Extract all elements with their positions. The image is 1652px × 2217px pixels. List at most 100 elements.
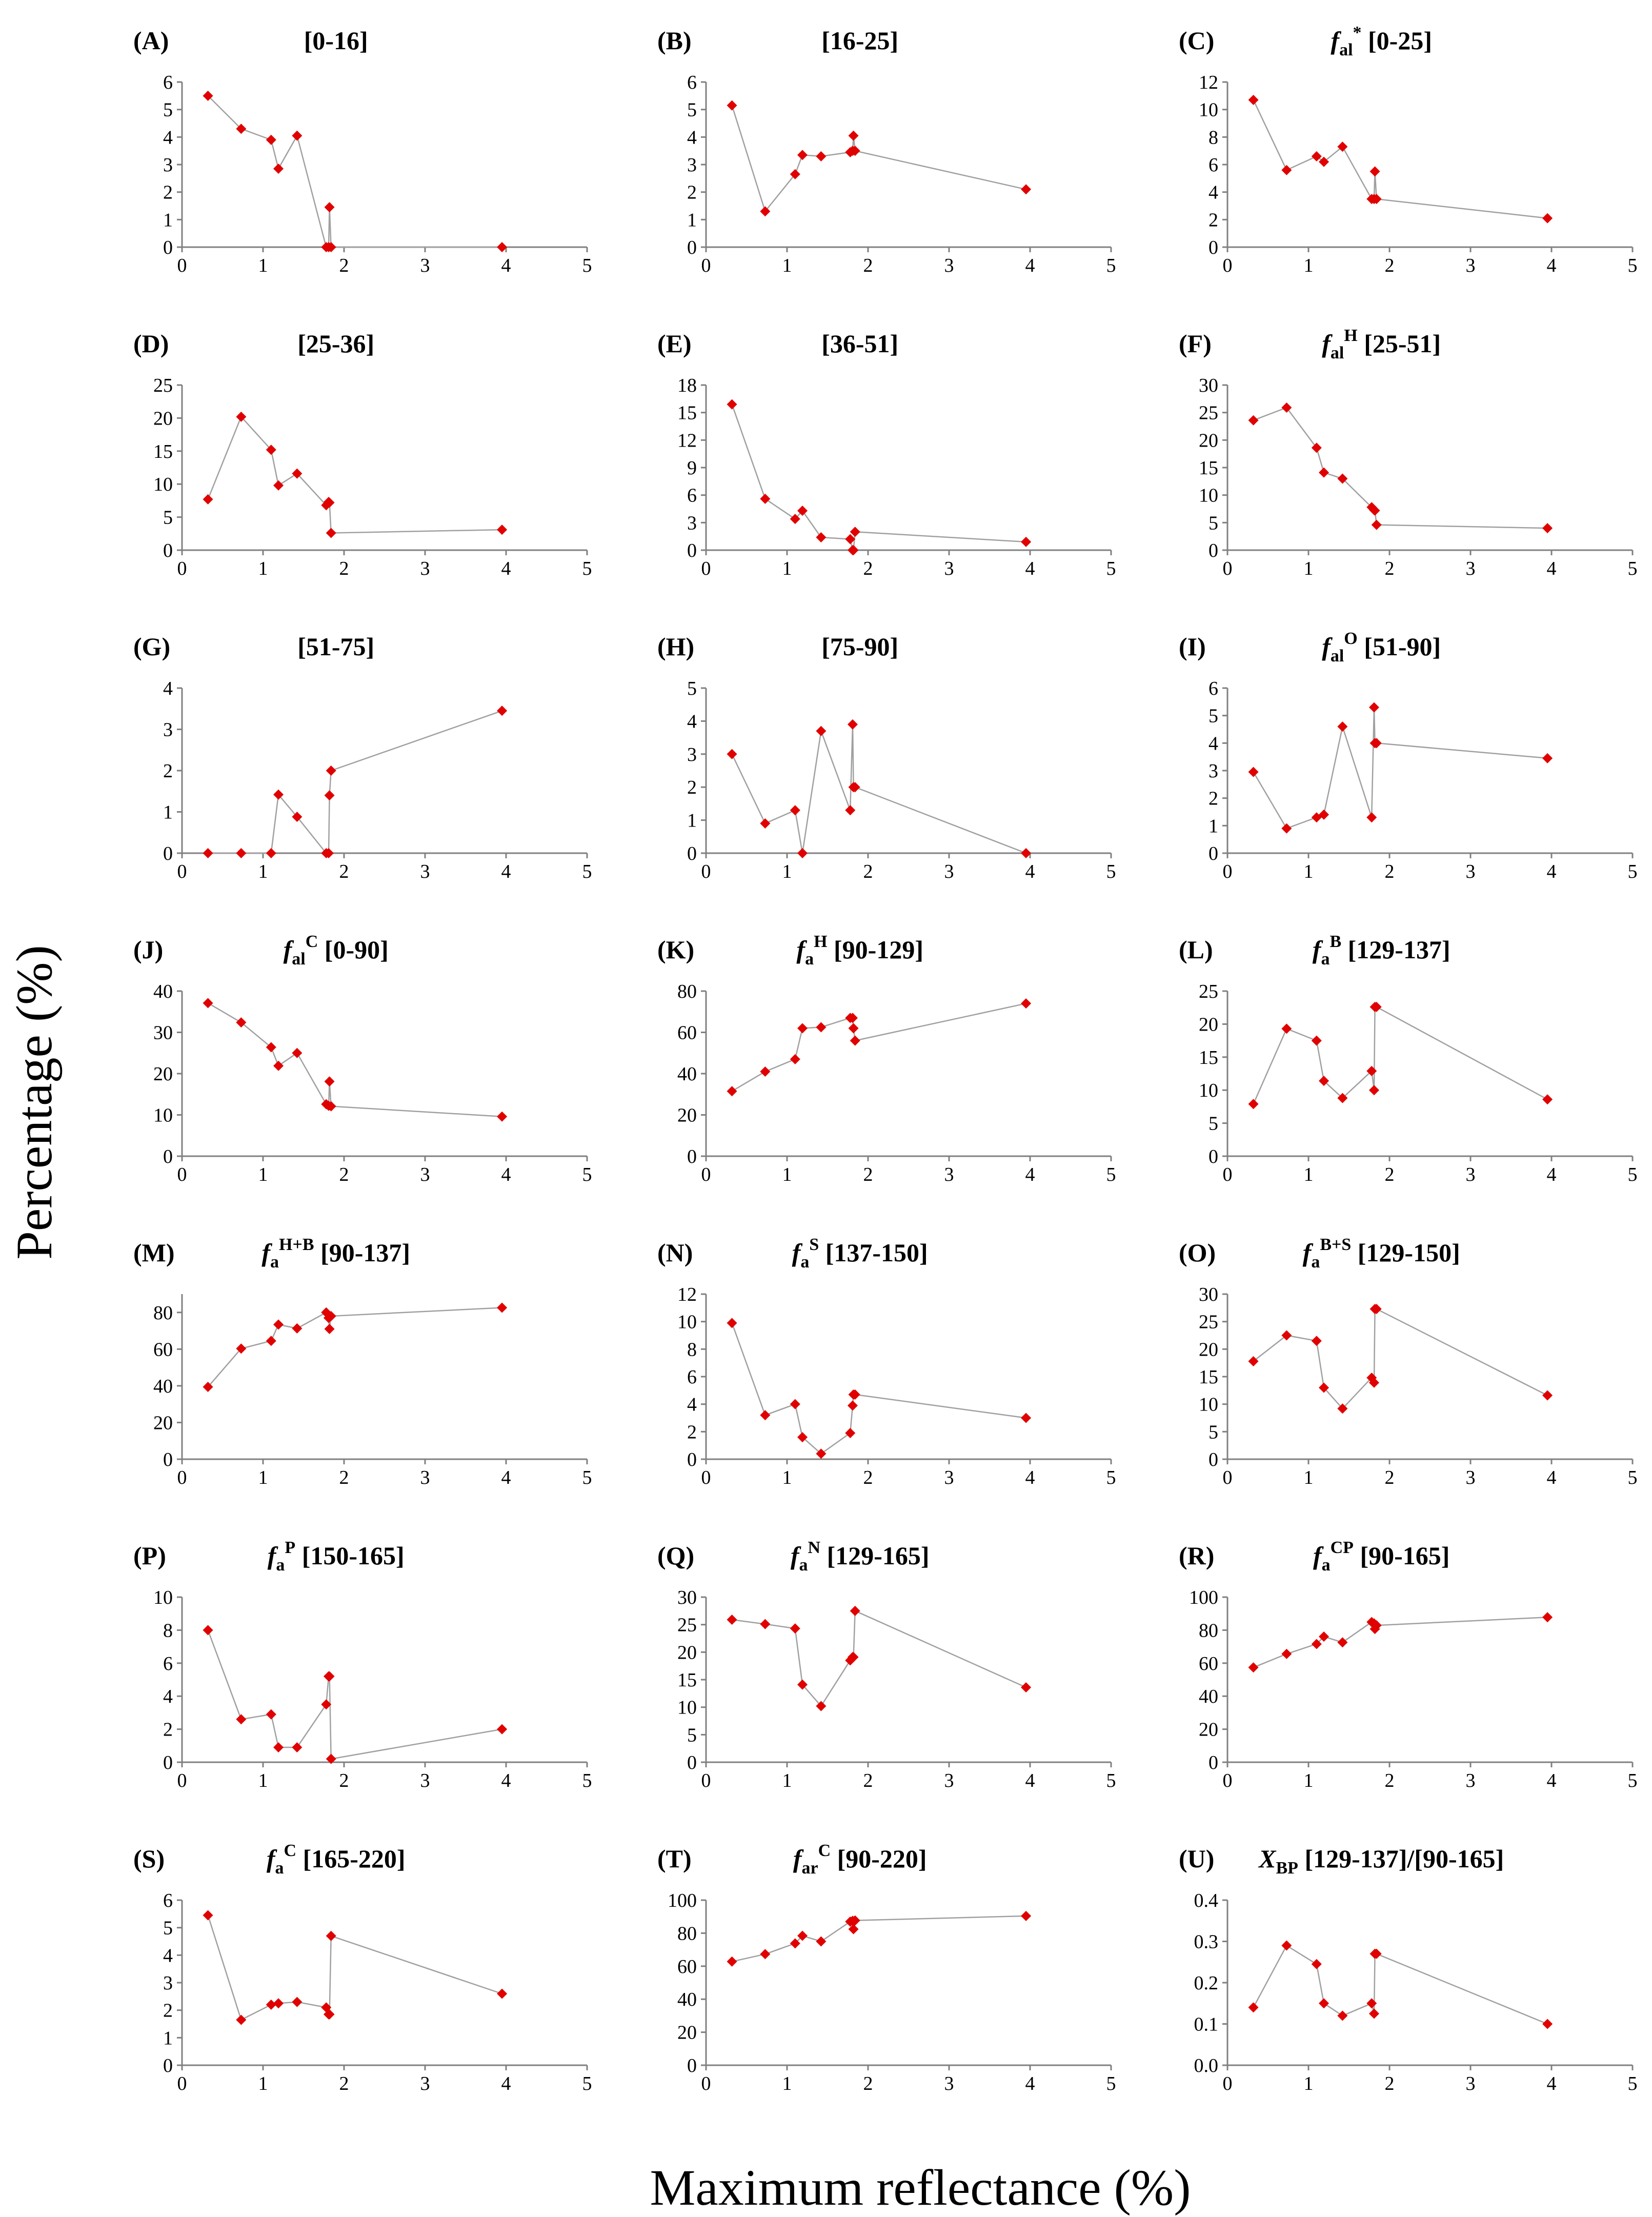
panel-u: (U) XBP [129-137]/[90-165] 0.0 0.1 0.2 0.3 0.4… <box>1179 1844 1638 2094</box>
y-tick-label-p: 6 <box>163 1653 173 1675</box>
y-tick-label-e: 15 <box>677 402 697 424</box>
data-point-f <box>1248 415 1259 426</box>
y-tick-label-l: 0 <box>1208 1146 1218 1167</box>
data-point-n <box>760 1410 771 1421</box>
panel-o: (O) faB+S [129-150] 0 5 10 15 20 25 30 0 1 2 3 4 5 <box>1179 1235 1638 1488</box>
y-tick-label-j: 40 <box>153 981 173 1002</box>
x-tick-label-c: 3 <box>1466 255 1476 276</box>
x-tick-label-e: 3 <box>944 558 954 579</box>
data-point-i <box>1368 702 1379 713</box>
data-point-h <box>847 719 858 730</box>
data-point-u <box>1337 2010 1348 2021</box>
data-point-o <box>1368 1377 1379 1388</box>
title-subscript-u: BP <box>1276 1859 1298 1878</box>
data-point-i <box>1542 753 1553 763</box>
data-point-m <box>273 1319 284 1330</box>
series-line-i <box>1253 707 1548 830</box>
y-tick-label-s: 2 <box>163 2000 173 2022</box>
x-tick-label-t: 4 <box>1025 2073 1035 2094</box>
data-point-d <box>326 528 336 538</box>
x-tick-label-j: 5 <box>582 1164 592 1185</box>
y-tick-label-c: 0 <box>1208 237 1218 258</box>
panel-f: (F) falH [25-51] 0 5 10 15 20 25 30 0 1 2 3 4 5 <box>1179 326 1638 579</box>
data-point-g <box>323 848 334 858</box>
x-tick-label-u: 1 <box>1304 2073 1314 2094</box>
panel-letter-l: (L) <box>1179 935 1213 964</box>
data-point-m <box>236 1343 247 1354</box>
x-tick-label-t: 5 <box>1106 2073 1116 2094</box>
data-point-l <box>1281 1023 1292 1034</box>
y-tick-label-s: 1 <box>163 2027 173 2049</box>
panel-letter-i: (I) <box>1179 632 1206 661</box>
data-point-g <box>497 706 508 716</box>
panel-b: (B) [16-25] 0 1 2 3 4 5 6 0 1 2 3 4 5 <box>657 26 1116 276</box>
title-subscript-o: a <box>1311 1253 1320 1272</box>
y-tick-label-b: 1 <box>687 209 697 231</box>
y-tick-label-h: 0 <box>687 843 697 864</box>
x-tick-label-a: 2 <box>339 255 349 276</box>
y-tick-label-j: 10 <box>153 1105 173 1126</box>
x-tick-label-h: 5 <box>1106 861 1116 882</box>
data-point-u <box>1542 2019 1553 2029</box>
data-point-b <box>848 130 859 141</box>
title-symbol-l: f <box>1313 935 1323 964</box>
x-tick-label-d: 2 <box>339 558 349 579</box>
y-tick-label-j: 30 <box>153 1022 173 1044</box>
data-point-e <box>797 506 808 516</box>
data-point-r <box>1319 1631 1329 1642</box>
data-point-r <box>1542 1612 1553 1623</box>
data-point-b <box>797 150 808 160</box>
data-point-j <box>203 998 213 1009</box>
data-point-r <box>1337 1637 1348 1648</box>
data-point-e <box>790 514 800 525</box>
data-point-o <box>1542 1390 1553 1401</box>
x-tick-label-e: 1 <box>782 558 792 579</box>
y-tick-label-c: 12 <box>1199 72 1218 93</box>
data-point-c <box>1542 213 1553 224</box>
y-tick-label-o: 25 <box>1199 1312 1218 1333</box>
panel-q: (Q) faN [129-165] 0 5 10 15 20 25 30 0 1 2 3 4 5 <box>657 1538 1116 1791</box>
y-tick-label-j: 20 <box>153 1063 173 1085</box>
data-point-s <box>236 2014 247 2025</box>
data-point-m <box>324 1323 335 1334</box>
x-tick-label-o: 0 <box>1223 1467 1233 1488</box>
data-point-o <box>1248 1356 1259 1366</box>
data-point-s <box>326 1930 336 1941</box>
data-point-d <box>236 411 247 422</box>
data-point-a <box>203 90 213 101</box>
panel-title-n: faS [137-150] <box>792 1235 928 1272</box>
data-point-h <box>845 805 856 816</box>
y-tick-label-g: 3 <box>163 719 173 741</box>
y-tick-label-r: 100 <box>1189 1587 1218 1608</box>
data-point-d <box>292 468 303 479</box>
data-point-p <box>236 1714 247 1725</box>
title-symbol-u: X <box>1258 1844 1277 1873</box>
x-tick-label-u: 3 <box>1466 2073 1476 2094</box>
panel-title-p: faP [150-165] <box>268 1538 405 1575</box>
data-point-p <box>326 1754 336 1764</box>
title-subscript-c: al <box>1339 41 1353 59</box>
x-tick-label-h: 2 <box>863 861 873 882</box>
title-subscript-i: al <box>1331 647 1344 666</box>
data-point-a <box>236 124 247 134</box>
panel-letter-u: (U) <box>1179 1844 1214 1873</box>
title-subscript-p: a <box>276 1556 285 1575</box>
data-point-a <box>324 202 335 213</box>
y-tick-label-l: 25 <box>1199 981 1218 1002</box>
data-point-u <box>1368 2008 1379 2019</box>
data-point-a <box>497 242 508 252</box>
y-tick-label-i: 6 <box>1208 678 1218 699</box>
data-point-e <box>848 545 859 555</box>
x-tick-label-n: 4 <box>1025 1467 1035 1488</box>
x-tick-label-q: 2 <box>863 1770 873 1791</box>
data-point-t <box>850 1915 860 1926</box>
panel-m: (M) faH+B [90-137] 0 20 40 60 80 0 1 2 3 4 5 <box>133 1235 592 1488</box>
data-point-e <box>1021 536 1032 547</box>
data-point-f <box>1542 523 1553 534</box>
panel-letter-g: (G) <box>133 632 170 661</box>
panel-title-m: faH+B [90-137] <box>261 1235 410 1272</box>
data-point-o <box>1281 1330 1292 1341</box>
data-point-h <box>1021 848 1032 858</box>
y-tick-label-u: 0.1 <box>1194 2014 1219 2035</box>
panel-letter-p: (P) <box>133 1541 166 1570</box>
